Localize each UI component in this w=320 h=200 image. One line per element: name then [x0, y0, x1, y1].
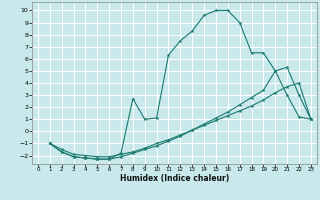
X-axis label: Humidex (Indice chaleur): Humidex (Indice chaleur) — [120, 174, 229, 183]
